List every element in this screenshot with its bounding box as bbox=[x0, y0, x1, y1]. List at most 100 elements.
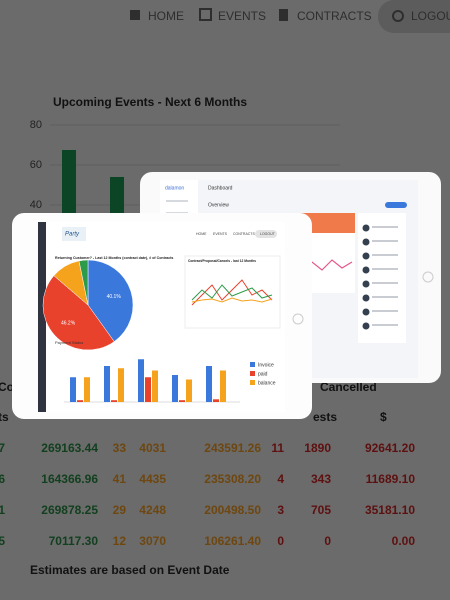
avatar bbox=[362, 252, 370, 260]
cell: 7 bbox=[0, 441, 5, 455]
bar bbox=[152, 370, 158, 402]
y-tick-label: 40 bbox=[30, 199, 42, 211]
bar bbox=[206, 366, 212, 402]
cell: 106261.40 bbox=[204, 534, 261, 548]
cell: 4 bbox=[277, 472, 284, 486]
cell: 235308.20 bbox=[204, 472, 261, 486]
list-line bbox=[372, 240, 398, 242]
line-card bbox=[184, 255, 281, 329]
front-nav[interactable]: LOGOUT bbox=[260, 232, 276, 236]
header: ts bbox=[0, 410, 9, 424]
cell: 6 bbox=[0, 472, 5, 486]
avatar bbox=[362, 294, 370, 302]
avatar bbox=[362, 224, 370, 232]
bar bbox=[179, 400, 185, 402]
contracts-icon bbox=[279, 9, 288, 21]
pie-label: 46.2% bbox=[61, 321, 76, 327]
bars-title: Payment Status bbox=[55, 340, 83, 345]
list-line bbox=[372, 282, 398, 284]
logout-button[interactable] bbox=[378, 0, 450, 33]
header: Co bbox=[0, 380, 14, 394]
header: $ bbox=[380, 410, 387, 424]
logo-box bbox=[62, 227, 86, 241]
legend-swatch bbox=[250, 371, 255, 376]
cell: 343 bbox=[311, 472, 331, 486]
pie-label: 40.1% bbox=[107, 294, 122, 300]
payment-bars: Invoice paid balance bbox=[64, 359, 276, 403]
front-sidebar bbox=[38, 222, 46, 412]
line-title: Contract/Proposal/Cancels - last 12 Mont… bbox=[188, 259, 256, 263]
cell: 4031 bbox=[139, 441, 166, 455]
list-line bbox=[372, 296, 398, 298]
front-nav[interactable]: CONTRACTS bbox=[233, 232, 255, 236]
cell: 0.00 bbox=[392, 534, 416, 548]
back-title: Dashboard bbox=[208, 185, 233, 191]
bar bbox=[111, 400, 117, 402]
header: Cancelled bbox=[320, 380, 377, 394]
list-line bbox=[372, 226, 398, 228]
events-icon bbox=[199, 8, 212, 21]
bar bbox=[213, 399, 219, 402]
list-line bbox=[372, 268, 398, 270]
bar bbox=[77, 400, 83, 402]
list-line bbox=[372, 324, 398, 326]
cell: 12 bbox=[113, 534, 127, 548]
y-tick-label: 80 bbox=[30, 119, 42, 131]
nav-logout[interactable]: LOGOUT bbox=[411, 9, 450, 23]
bar bbox=[220, 370, 226, 402]
list-line bbox=[372, 254, 398, 256]
tablet-button bbox=[422, 271, 434, 283]
cell: 705 bbox=[311, 503, 331, 517]
bar bbox=[70, 377, 76, 402]
bar bbox=[172, 375, 178, 402]
front-nav[interactable]: HOME bbox=[196, 232, 207, 236]
cell: 3 bbox=[277, 503, 284, 517]
cell: 70117.30 bbox=[49, 534, 99, 548]
cell: 269163.44 bbox=[41, 441, 98, 455]
legend-label: paid bbox=[258, 371, 268, 377]
avatar bbox=[362, 238, 370, 246]
cell: 0 bbox=[277, 534, 284, 548]
cell: 0 bbox=[324, 534, 331, 548]
bar bbox=[145, 377, 151, 402]
cell: 200498.50 bbox=[204, 503, 261, 517]
bar bbox=[186, 379, 192, 402]
y-tick-label: 60 bbox=[30, 159, 42, 171]
table: CoCancelledtsests$7269163.44334031243591… bbox=[0, 380, 415, 548]
cell: 164366.96 bbox=[41, 472, 98, 486]
line-deco bbox=[191, 297, 273, 303]
cell: 269878.25 bbox=[41, 503, 98, 517]
pie-title: Returning Customer? - Last 12 Months (co… bbox=[55, 256, 173, 260]
cell: 1890 bbox=[304, 441, 331, 455]
front-logout[interactable] bbox=[255, 230, 277, 238]
logo: Party bbox=[65, 232, 80, 238]
back-list bbox=[358, 213, 406, 343]
side-item bbox=[166, 200, 188, 202]
tablet-button bbox=[292, 313, 304, 325]
pie-slice bbox=[42, 275, 115, 351]
logout-icon bbox=[392, 10, 404, 22]
avatar bbox=[362, 266, 370, 274]
bar bbox=[118, 368, 124, 402]
legend-label: Invoice bbox=[258, 362, 274, 368]
footnote: Estimates are based on Event Date bbox=[30, 563, 230, 577]
back-button bbox=[385, 202, 407, 208]
avatar bbox=[362, 308, 370, 316]
legend-swatch bbox=[250, 380, 255, 385]
legend-label: balance bbox=[258, 380, 276, 386]
front-nav[interactable]: EVENTS bbox=[213, 232, 228, 236]
avatar bbox=[362, 280, 370, 288]
back-tab: Overview bbox=[208, 202, 229, 208]
nav-events[interactable]: EVENTS bbox=[218, 9, 266, 23]
list-line bbox=[372, 310, 398, 312]
cell: 1 bbox=[0, 503, 5, 517]
pie-slice bbox=[78, 259, 89, 306]
cell: 11 bbox=[271, 441, 284, 455]
cell: 29 bbox=[113, 503, 127, 517]
nav-home[interactable]: HOME bbox=[148, 9, 184, 23]
chart-title: Upcoming Events - Next 6 Months bbox=[53, 95, 247, 109]
bar bbox=[104, 366, 110, 402]
cell: 11689.10 bbox=[366, 472, 416, 486]
nav-contracts[interactable]: CONTRACTS bbox=[297, 9, 372, 23]
